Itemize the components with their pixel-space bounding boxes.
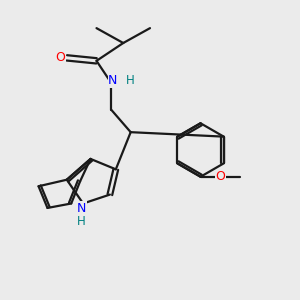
- Text: O: O: [215, 170, 225, 183]
- Text: N: N: [77, 202, 86, 215]
- Text: N: N: [108, 74, 118, 87]
- Text: H: H: [77, 215, 86, 228]
- Text: O: O: [55, 51, 65, 64]
- Text: H: H: [125, 74, 134, 87]
